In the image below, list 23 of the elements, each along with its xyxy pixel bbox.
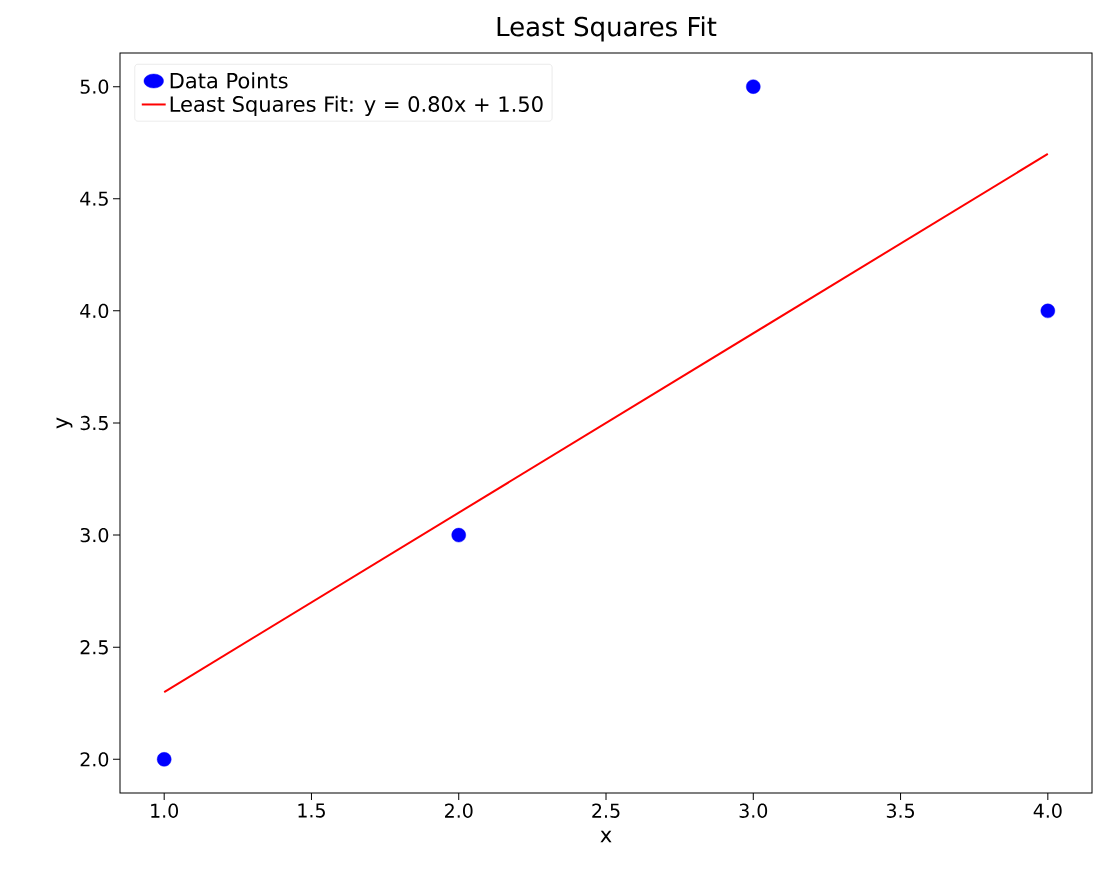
point — [746, 79, 761, 94]
y-tick-label: 4.0 — [80, 303, 109, 319]
y-tick-label: 3.0 — [80, 527, 109, 543]
x-tick-label: 3.0 — [739, 803, 768, 818]
legend-label: Least Squares Fit: y = 0.80x + 1.50 — [170, 95, 543, 117]
x-axis-title: x — [600, 830, 612, 843]
x-tick-label: 3.5 — [886, 803, 914, 818]
x-tick-label: 1.5 — [298, 803, 325, 818]
y-tick-label: 2.0 — [80, 752, 109, 767]
x-tick-label: 2.0 — [445, 803, 473, 818]
x-tick-label: 1.0 — [151, 803, 179, 818]
y-tick-label: 4.5 — [80, 191, 108, 206]
y-tick-label: 3.5 — [80, 415, 108, 431]
x-tick-label: 4.0 — [1033, 803, 1062, 818]
y-tick-label: 2.5 — [80, 640, 108, 655]
point — [1040, 303, 1056, 319]
y-tick-label: 5.0 — [80, 79, 109, 94]
y-axis-title: y — [56, 417, 73, 429]
point — [451, 527, 466, 543]
x-tick-label: 2.5 — [592, 803, 620, 818]
legend-label: Data Points — [170, 72, 288, 89]
point — [156, 752, 172, 767]
chart-title: Least Squares Fit — [497, 16, 717, 42]
